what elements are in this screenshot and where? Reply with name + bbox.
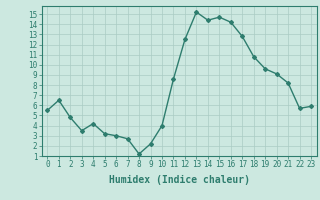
X-axis label: Humidex (Indice chaleur): Humidex (Indice chaleur) <box>109 175 250 185</box>
